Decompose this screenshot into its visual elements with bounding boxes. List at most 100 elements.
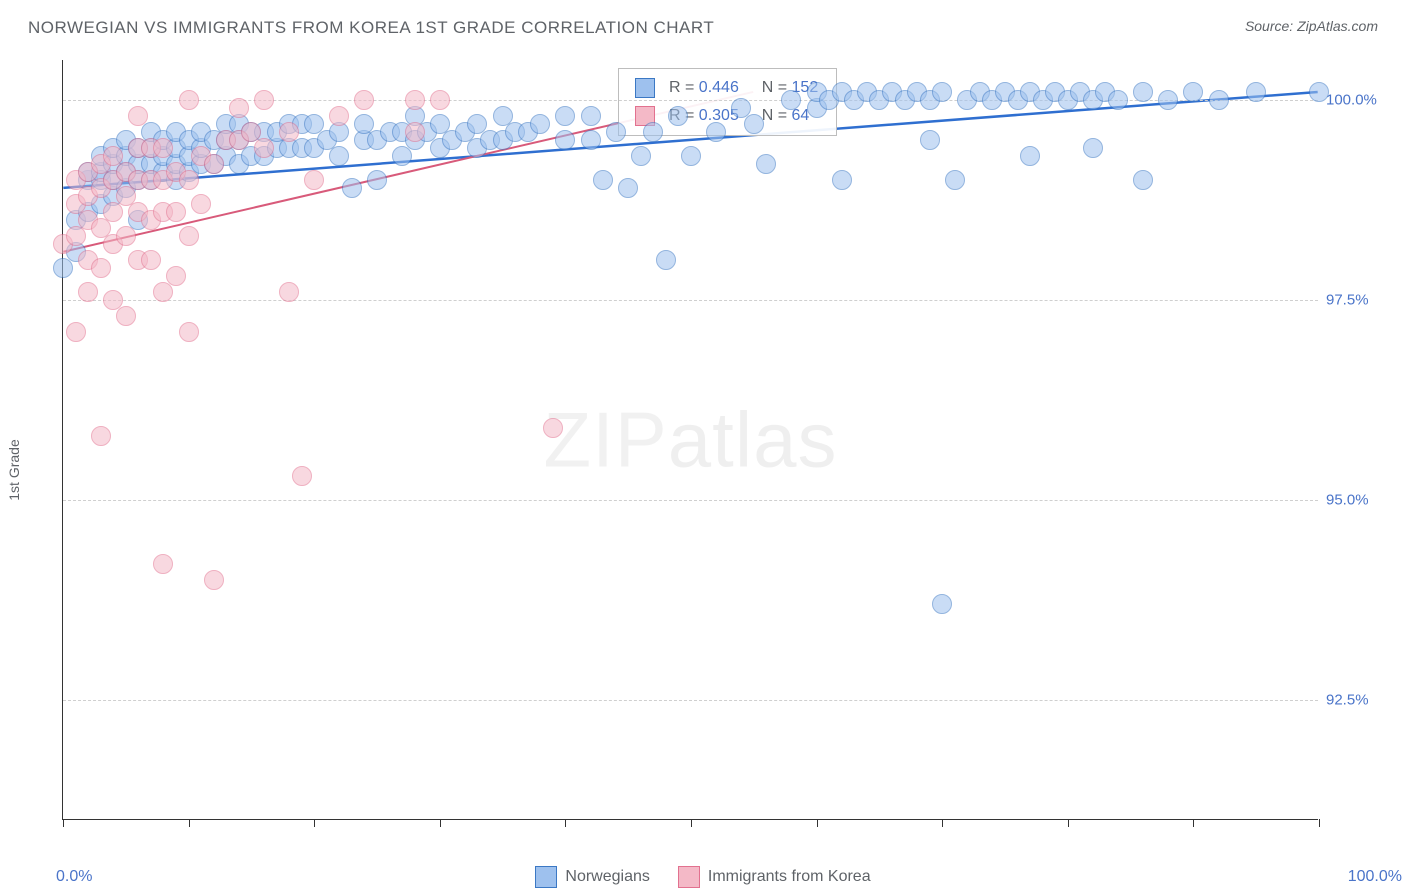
- data-point-korea: [103, 170, 123, 190]
- data-point-korea: [229, 98, 249, 118]
- gridline: [63, 300, 1318, 301]
- data-point-korea: [153, 554, 173, 574]
- data-point-norwegians: [467, 138, 487, 158]
- source-prefix: Source:: [1245, 18, 1297, 34]
- data-point-norwegians: [354, 130, 374, 150]
- data-point-norwegians: [78, 202, 98, 222]
- data-point-norwegians: [1020, 82, 1040, 102]
- data-point-norwegians: [380, 122, 400, 142]
- data-point-norwegians: [141, 170, 161, 190]
- data-point-norwegians: [581, 130, 601, 150]
- chart-area: 1st Grade ZIPatlas R = 0.446 N = 152R = …: [0, 48, 1406, 892]
- data-point-norwegians: [229, 114, 249, 134]
- stats-swatch-norwegians: [635, 78, 655, 98]
- data-point-norwegians: [279, 138, 299, 158]
- data-point-norwegians: [279, 114, 299, 134]
- data-point-norwegians: [128, 170, 148, 190]
- data-point-korea: [153, 138, 173, 158]
- data-point-korea: [166, 266, 186, 286]
- data-point-norwegians: [442, 130, 462, 150]
- data-point-norwegians: [1070, 82, 1090, 102]
- data-point-norwegians: [932, 82, 952, 102]
- data-point-norwegians: [103, 186, 123, 206]
- data-point-norwegians: [166, 122, 186, 142]
- data-point-norwegians: [430, 138, 450, 158]
- data-point-norwegians: [191, 154, 211, 174]
- y-tick-label: 92.5%: [1326, 692, 1396, 709]
- data-point-norwegians: [493, 106, 513, 126]
- data-point-norwegians: [304, 114, 324, 134]
- gridline: [63, 700, 1318, 701]
- data-point-korea: [128, 170, 148, 190]
- data-point-norwegians: [229, 130, 249, 150]
- data-point-norwegians: [53, 258, 73, 278]
- data-point-norwegians: [392, 146, 412, 166]
- data-point-norwegians: [254, 122, 274, 142]
- data-point-norwegians: [103, 154, 123, 174]
- data-point-norwegians: [882, 82, 902, 102]
- data-point-korea: [78, 162, 98, 182]
- data-point-korea: [128, 250, 148, 270]
- gridline: [63, 100, 1318, 101]
- data-point-norwegians: [329, 122, 349, 142]
- data-point-norwegians: [116, 146, 136, 166]
- data-point-norwegians: [857, 82, 877, 102]
- x-tick: [63, 819, 64, 827]
- data-point-norwegians: [656, 250, 676, 270]
- data-point-norwegians: [179, 146, 199, 166]
- data-point-norwegians: [593, 170, 613, 190]
- data-point-norwegians: [66, 242, 86, 262]
- data-point-norwegians: [970, 82, 990, 102]
- data-point-norwegians: [91, 170, 111, 190]
- plot-region: ZIPatlas R = 0.446 N = 152R = 0.305 N = …: [62, 60, 1318, 820]
- data-point-norwegians: [1246, 82, 1266, 102]
- data-point-norwegians: [455, 122, 475, 142]
- data-point-korea: [153, 170, 173, 190]
- data-point-norwegians: [204, 130, 224, 150]
- data-point-norwegians: [153, 162, 173, 182]
- data-point-norwegians: [405, 130, 425, 150]
- data-point-korea: [179, 322, 199, 342]
- data-point-korea: [66, 322, 86, 342]
- data-point-korea: [141, 138, 161, 158]
- data-point-norwegians: [153, 146, 173, 166]
- watermark: ZIPatlas: [543, 394, 837, 485]
- data-point-korea: [103, 234, 123, 254]
- data-point-norwegians: [1083, 138, 1103, 158]
- data-point-korea: [141, 170, 161, 190]
- data-point-norwegians: [304, 138, 324, 158]
- data-point-korea: [304, 170, 324, 190]
- data-point-korea: [78, 250, 98, 270]
- chart-source: Source: ZipAtlas.com: [1245, 18, 1378, 34]
- data-point-norwegians: [91, 146, 111, 166]
- data-point-norwegians: [367, 130, 387, 150]
- data-point-norwegians: [141, 138, 161, 158]
- watermark-b: atlas: [668, 395, 838, 483]
- data-point-norwegians: [907, 82, 927, 102]
- x-tick: [691, 819, 692, 827]
- data-point-korea: [91, 154, 111, 174]
- data-point-norwegians: [166, 154, 186, 174]
- data-point-norwegians: [354, 114, 374, 134]
- x-tick: [1193, 819, 1194, 827]
- data-point-korea: [141, 250, 161, 270]
- data-point-norwegians: [480, 130, 500, 150]
- data-point-norwegians: [1133, 82, 1153, 102]
- data-point-korea: [141, 210, 161, 230]
- chart-header: NORWEGIAN VS IMMIGRANTS FROM KOREA 1ST G…: [0, 0, 1406, 42]
- data-point-korea: [204, 154, 224, 174]
- correlation-stats-box: R = 0.446 N = 152R = 0.305 N = 64: [618, 68, 837, 136]
- data-point-norwegians: [91, 194, 111, 214]
- data-point-norwegians: [581, 106, 601, 126]
- data-point-korea: [279, 282, 299, 302]
- data-point-norwegians: [267, 122, 287, 142]
- legend-item-norwegians: Norwegians: [535, 866, 649, 888]
- data-point-korea: [91, 218, 111, 238]
- data-point-norwegians: [216, 114, 236, 134]
- data-point-korea: [116, 162, 136, 182]
- stats-r-label: R = 0.446: [663, 75, 745, 101]
- data-point-norwegians: [128, 210, 148, 230]
- data-point-norwegians: [241, 146, 261, 166]
- data-point-norwegians: [832, 170, 852, 190]
- data-point-norwegians: [945, 170, 965, 190]
